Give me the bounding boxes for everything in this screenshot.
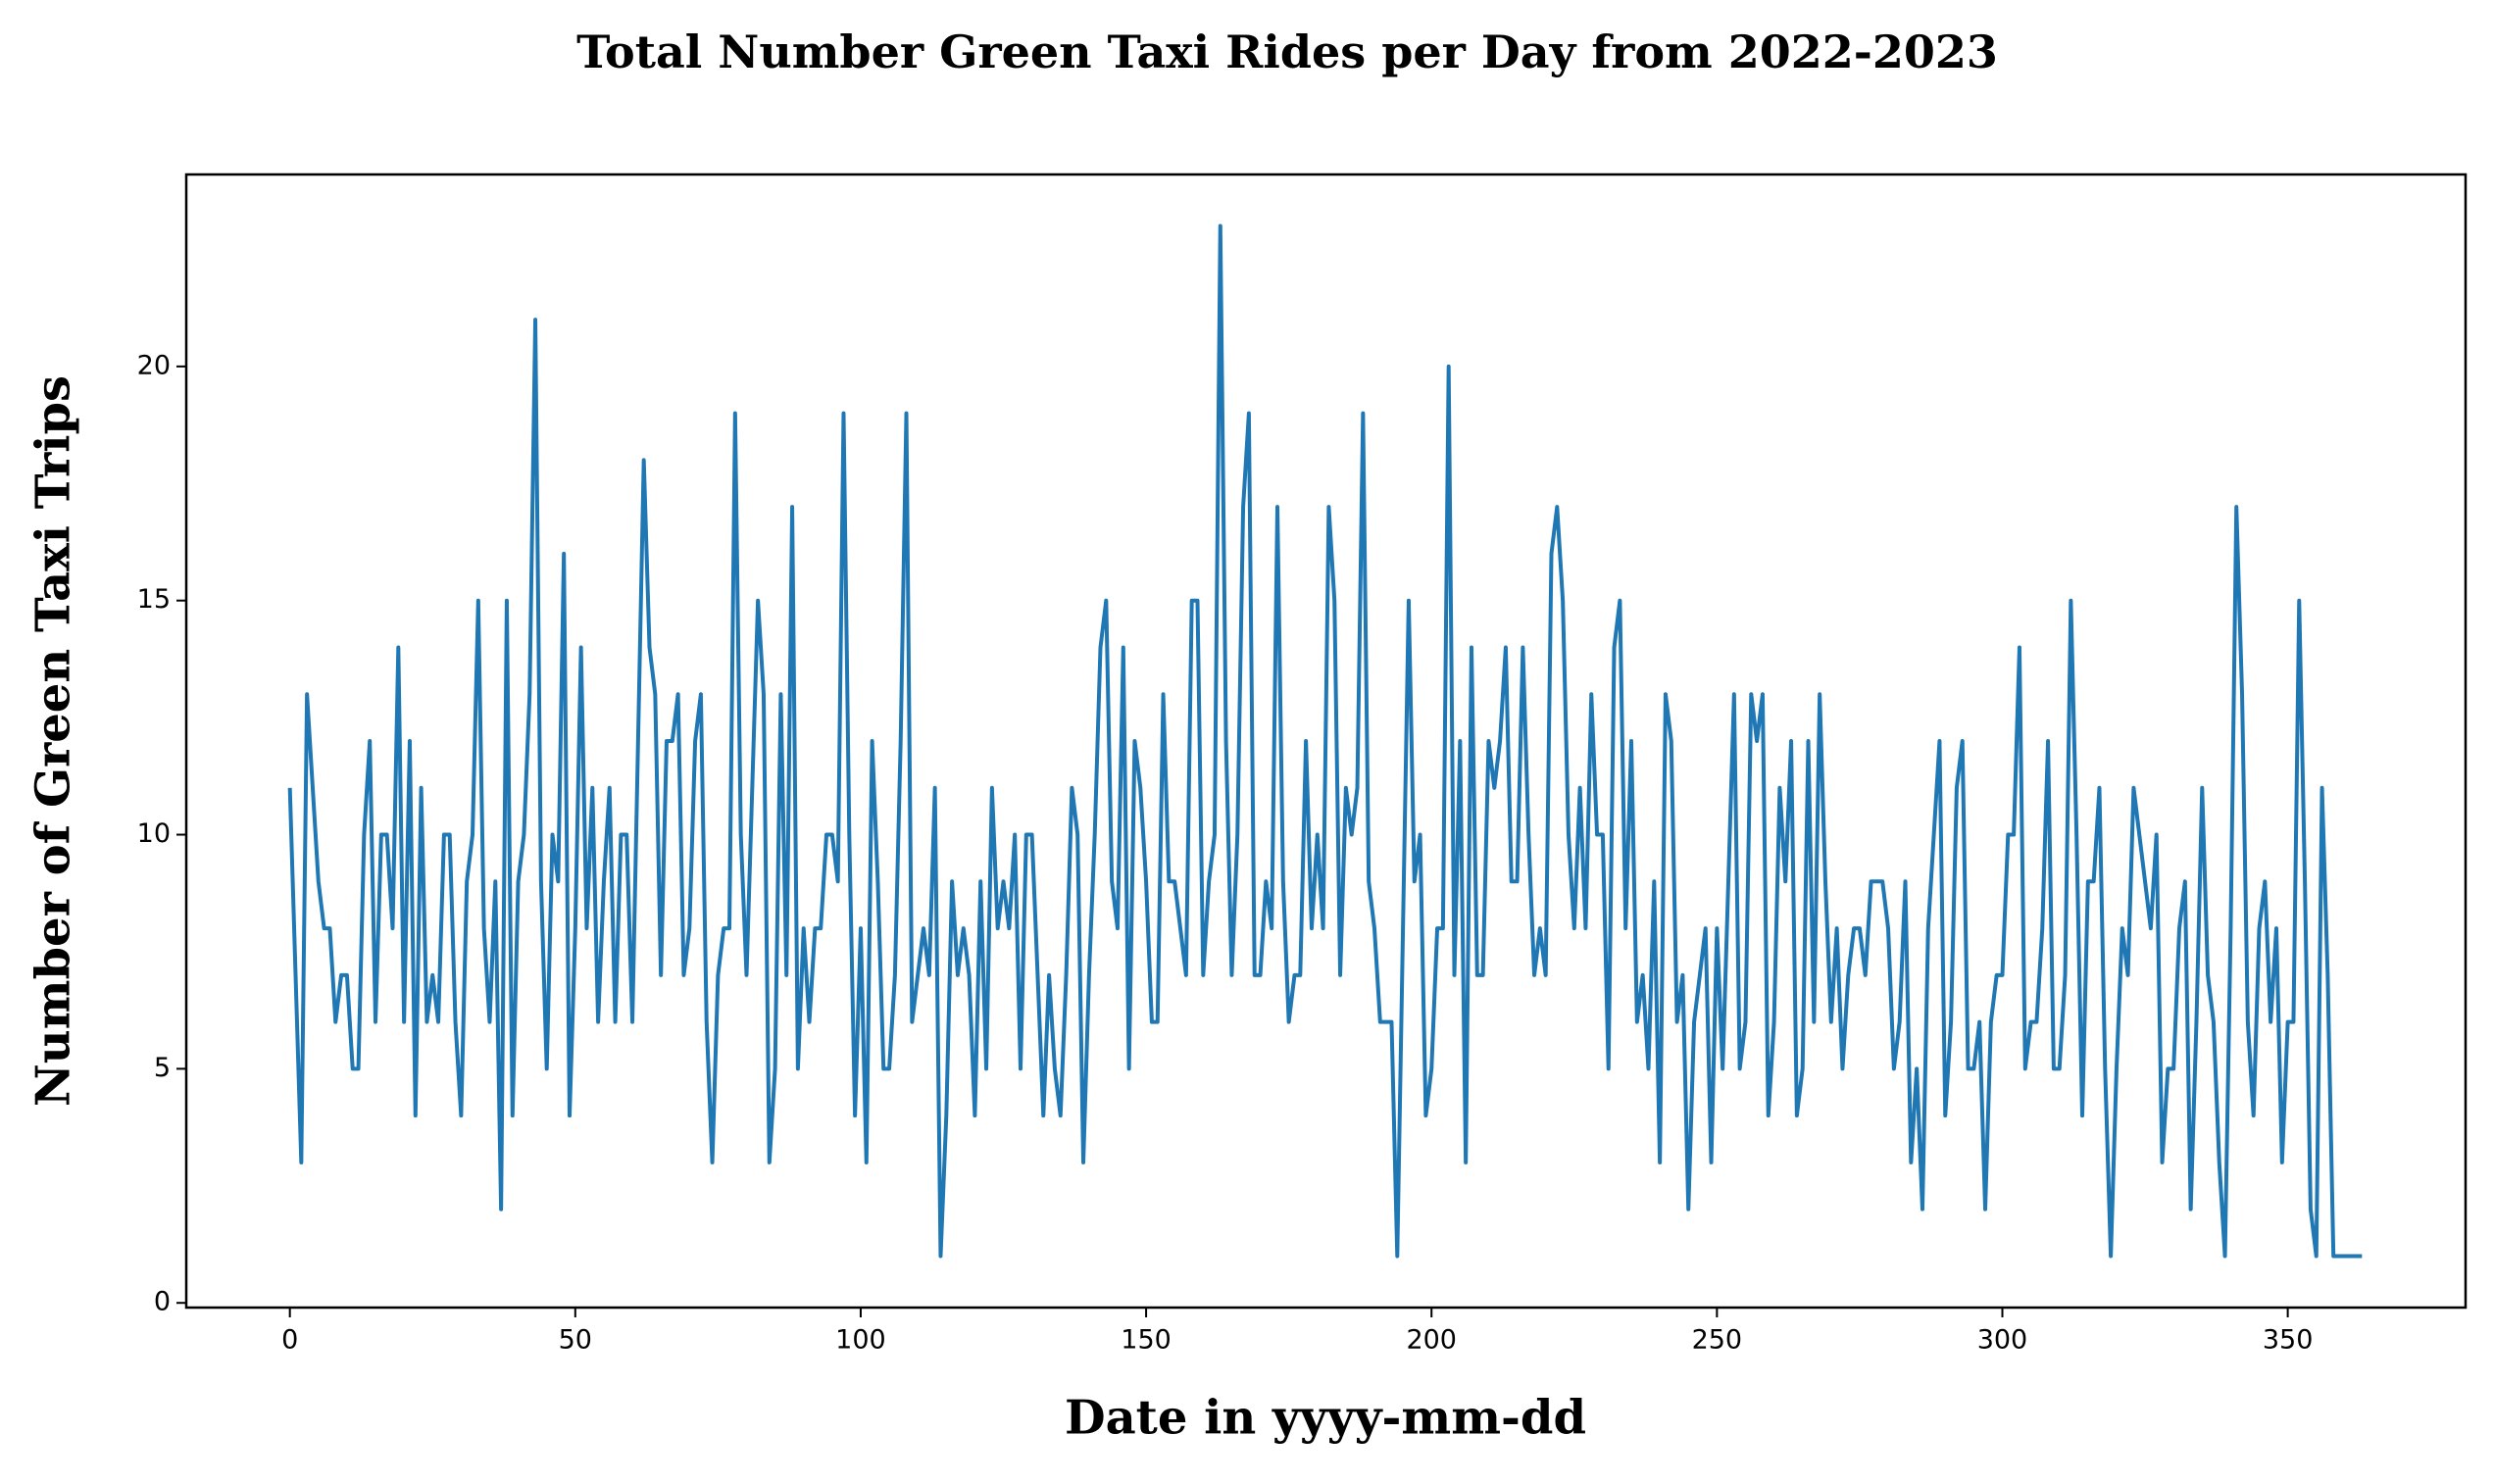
x-tick-label: 150 bbox=[1121, 1325, 1172, 1356]
x-tick-label: 350 bbox=[2263, 1325, 2314, 1356]
y-tick-label: 0 bbox=[154, 1287, 171, 1317]
y-tick-label: 15 bbox=[137, 584, 171, 615]
data-line bbox=[287, 223, 2363, 1259]
y-tick-label: 20 bbox=[137, 350, 171, 380]
x-tick-label: 250 bbox=[1692, 1325, 1743, 1356]
x-tick-label: 200 bbox=[1406, 1325, 1457, 1356]
x-tick-label: 300 bbox=[1977, 1325, 2028, 1356]
x-tick-label: 100 bbox=[835, 1325, 886, 1356]
chart-title: Total Number Green Taxi Rides per Day fr… bbox=[576, 25, 1998, 78]
y-axis-label: Number of Green Taxi Trips bbox=[26, 375, 81, 1107]
x-tick-label: 50 bbox=[559, 1325, 592, 1356]
x-axis-label: Date in yyyy-mm-dd bbox=[1065, 1391, 1586, 1446]
plot-frame bbox=[184, 173, 2468, 1310]
y-tick-label: 5 bbox=[154, 1053, 171, 1083]
x-tick-label: 0 bbox=[281, 1325, 298, 1356]
y-tick-label: 10 bbox=[137, 818, 171, 849]
